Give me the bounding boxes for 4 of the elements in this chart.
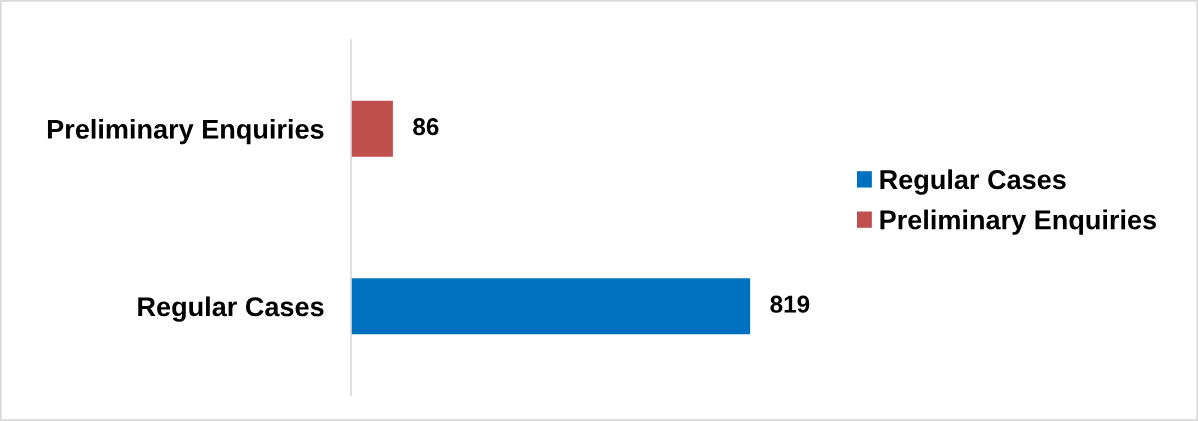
legend-label: Preliminary Enquiries: [880, 209, 1157, 235]
data-label: 86: [413, 118, 439, 136]
legend-label: Regular Cases: [880, 169, 1066, 195]
data-label: 819: [770, 295, 810, 313]
